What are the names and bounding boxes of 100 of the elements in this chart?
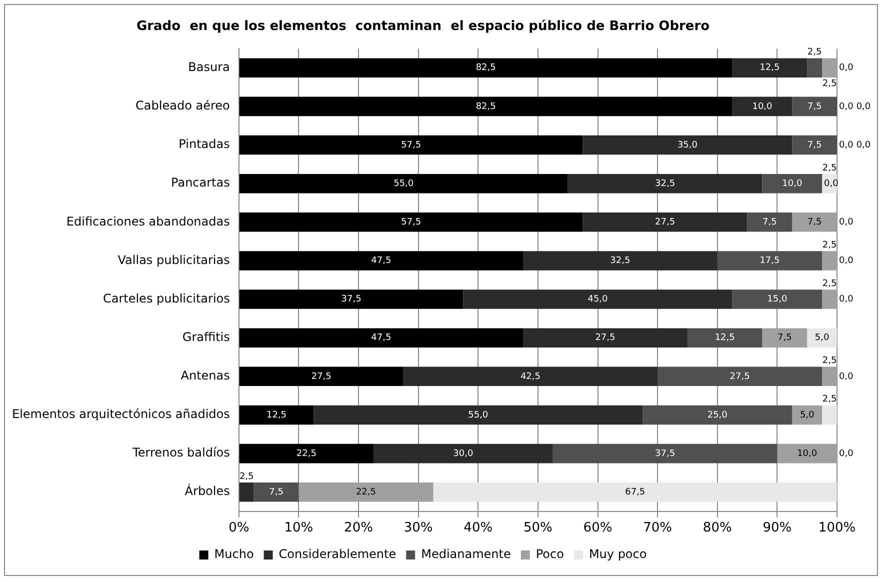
bar	[239, 444, 374, 464]
data-label: 82,5	[476, 102, 496, 112]
data-label: 10,0	[752, 102, 773, 112]
y-tick-label: Antenas	[180, 368, 230, 383]
bar	[762, 174, 822, 194]
x-tick-label: 70%	[643, 520, 672, 536]
bar	[239, 405, 314, 425]
chart-title: Grado en que los elementos contaminan el espacio público de Barrio Obrero	[136, 19, 710, 34]
data-label: 0,0	[838, 63, 854, 74]
data-label: 32,5	[610, 256, 630, 266]
data-label: 7,5	[762, 217, 777, 228]
x-tick-label: 40%	[464, 520, 493, 536]
data-label: 2,5	[822, 356, 837, 366]
data-label: 57,5	[401, 217, 422, 228]
data-label: 35,0	[677, 140, 698, 150]
bar	[732, 58, 808, 78]
data-label: 27,5	[655, 217, 676, 228]
bar	[239, 58, 732, 78]
data-label: 15,0	[767, 294, 788, 305]
bar	[239, 174, 568, 194]
data-label: 0,0	[838, 448, 854, 459]
x-tick-label: 60%	[583, 520, 612, 536]
bar	[582, 135, 792, 155]
y-tick-label: Pintadas	[178, 137, 230, 152]
data-label: 10,0	[797, 448, 818, 459]
data-label: 7,5	[807, 140, 822, 150]
data-label: 0,0	[838, 294, 854, 305]
data-label: 7,5	[269, 487, 284, 498]
bar	[822, 58, 837, 78]
data-label: 27,5	[595, 333, 616, 344]
data-label: 0,0	[838, 256, 854, 266]
data-label: 12,5	[266, 410, 287, 420]
data-label: 30,0	[453, 448, 474, 459]
data-label: 22,5	[296, 448, 316, 459]
bar	[822, 251, 837, 270]
bar	[552, 444, 778, 464]
data-label: 0,0	[838, 140, 854, 150]
y-tick-label: Cableado aéreo	[136, 98, 230, 113]
bar	[239, 251, 523, 270]
data-label: 55,0	[394, 178, 414, 189]
data-label: 2,5	[239, 472, 254, 482]
bar	[732, 290, 822, 309]
bar	[373, 444, 553, 464]
bar	[239, 135, 583, 155]
bar	[792, 135, 837, 155]
legend-label: Considerablemente	[278, 547, 396, 562]
bar	[792, 96, 837, 116]
x-tick-label: 100%	[818, 520, 856, 536]
data-label: 2,5	[822, 240, 837, 250]
data-label: 2,5	[807, 48, 822, 58]
data-label: 82,5	[476, 63, 496, 74]
data-label: 12,5	[714, 333, 735, 344]
bar	[239, 482, 254, 502]
data-label: 12,5	[760, 63, 780, 74]
bar	[239, 96, 732, 116]
x-tick-label: 20%	[344, 520, 373, 536]
bar	[463, 290, 732, 309]
data-label: 7,5	[807, 217, 822, 228]
data-label: 5,0	[800, 410, 815, 420]
data-label: 55,0	[468, 410, 488, 420]
y-tick-label: Vallas publicitarias	[118, 252, 230, 267]
data-label: 7,5	[778, 333, 792, 344]
bar	[239, 290, 464, 309]
bar	[658, 366, 822, 386]
data-label: 5,0	[814, 333, 830, 344]
data-label: 0,0	[824, 178, 839, 189]
bar	[792, 212, 837, 232]
y-tick-label: Graffitis	[182, 330, 230, 344]
bar	[777, 444, 837, 464]
bar	[403, 366, 658, 386]
bar	[807, 58, 822, 78]
bar	[822, 290, 837, 309]
x-tick-label: 10%	[284, 520, 314, 536]
data-label: 2,5	[822, 163, 837, 174]
data-label: 47,5	[371, 256, 392, 266]
bar	[732, 96, 792, 116]
data-label: 0,0	[838, 372, 854, 382]
bar	[792, 405, 822, 425]
data-label: 47,5	[371, 333, 392, 344]
data-label: 17,5	[760, 256, 780, 266]
bar	[239, 212, 583, 232]
y-tick-label: Carteles publicitarios	[102, 291, 230, 306]
data-label: 22,5	[356, 487, 376, 498]
data-label: 7,5	[807, 102, 822, 112]
data-label: 45,0	[588, 294, 608, 305]
y-tick-label: Pancartas	[171, 176, 230, 190]
bar	[822, 405, 837, 425]
bar	[522, 251, 718, 270]
data-label: 10,0	[782, 178, 802, 189]
bar	[568, 174, 762, 194]
bar	[433, 482, 837, 502]
data-label: 0,0	[856, 140, 871, 150]
y-tick-label: Terrenos baldíos	[132, 446, 230, 460]
bar	[254, 482, 299, 502]
legend-label: Poco	[536, 547, 564, 562]
bar	[717, 251, 822, 270]
y-tick-label: Basura	[188, 60, 230, 74]
bar	[582, 212, 748, 232]
data-label: 37,5	[655, 448, 676, 459]
x-tick-label: 80%	[702, 520, 732, 536]
